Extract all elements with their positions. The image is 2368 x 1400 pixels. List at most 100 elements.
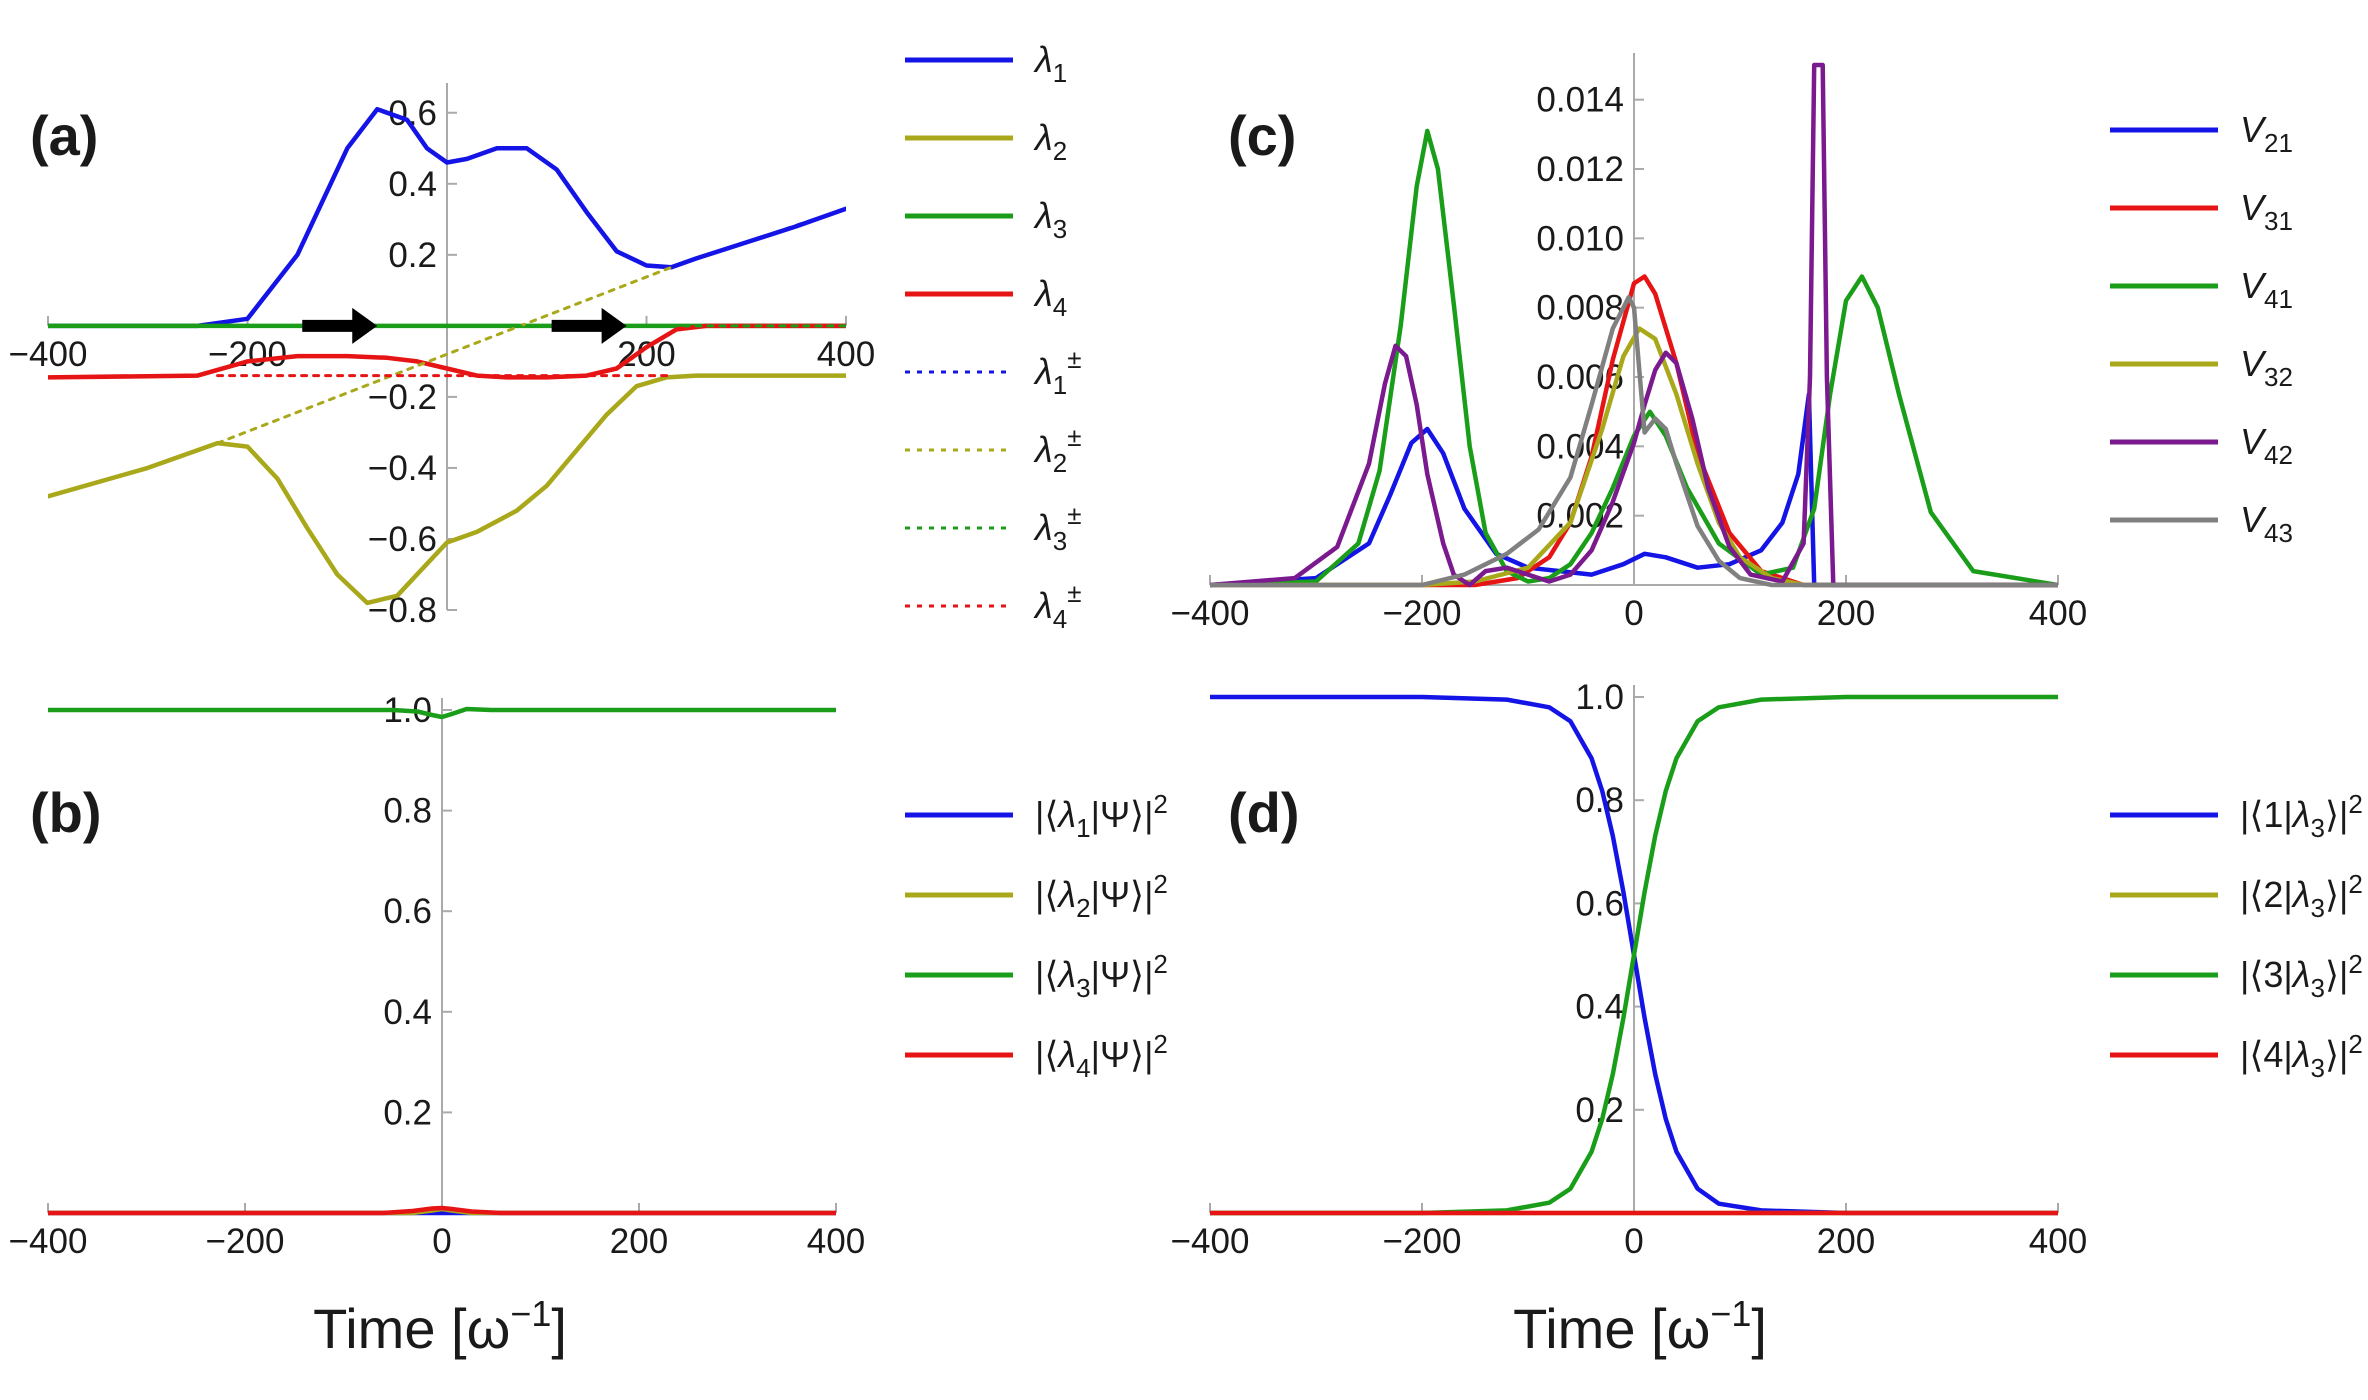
legend-label: V31 — [2240, 187, 2293, 236]
legend-label-base: λ — [1033, 195, 1053, 236]
legend-label-pre: |⟨ — [1035, 874, 1058, 915]
series-line-|⟨λ4|Ψ⟩|² — [48, 1205, 836, 1216]
panel-label: (a) — [30, 104, 98, 167]
legend-label: |⟨2|λ3⟩|2 — [2240, 869, 2363, 923]
legend-label-sub: 21 — [2264, 128, 2293, 158]
y-tick-label: 0.014 — [1536, 81, 1624, 120]
panel-label: (d) — [1228, 781, 1300, 844]
legend-label: λ4± — [1033, 578, 1081, 634]
y-tick-label: 0.4 — [388, 165, 437, 204]
series-line-V42 — [1210, 62, 2058, 588]
y-tick-label: 0.010 — [1536, 219, 1624, 258]
legend-label: V42 — [2240, 421, 2293, 470]
x-tick-label: 200 — [617, 335, 675, 374]
legend-label-sub: 32 — [2264, 362, 2293, 392]
y-tick-label: 0.2 — [383, 1093, 432, 1132]
legend-label-sub: 3 — [2311, 893, 2325, 923]
legend-label: λ3± — [1033, 500, 1081, 556]
legend-label-sub: 1 — [1053, 370, 1067, 400]
legend-label-pre: |⟨2| — [2240, 874, 2293, 915]
y-tick-label: 0.012 — [1536, 150, 1624, 189]
legend-label-base: λ — [1056, 1034, 1076, 1075]
legend-label-base: V — [2240, 499, 2267, 540]
arrow-marker — [551, 307, 627, 344]
y-tick-label: −0.4 — [368, 449, 437, 488]
legend-label: |⟨λ4|Ψ⟩|2 — [1035, 1029, 1168, 1083]
legend-label-pre: |⟨ — [1035, 954, 1058, 995]
x-tick-label: 200 — [1817, 594, 1875, 633]
series-line-V21 — [1210, 392, 2058, 588]
legend-label-base: V — [2240, 187, 2267, 228]
legend-label: λ3 — [1033, 195, 1067, 244]
legend-label-base: V — [2240, 265, 2267, 306]
legend-label-sub: 1 — [1076, 813, 1090, 843]
series-line-V31 — [1210, 274, 2058, 588]
legend-label-base: λ — [2291, 794, 2311, 835]
panel-c: −400 −200 0 200 4000.0020.0040.0060.0080.010… — [1171, 53, 2293, 633]
legend-label-sup: 2 — [1153, 869, 1167, 899]
legend-label-sub: 2 — [1053, 136, 1067, 166]
legend-label: V32 — [2240, 343, 2293, 392]
legend-label-sup: 2 — [2348, 869, 2362, 899]
legend-label-base: λ — [1033, 117, 1053, 158]
legend-label-base: λ — [1033, 273, 1053, 314]
x-tick-label: −400 — [1171, 594, 1250, 633]
legend-label-base: λ — [1033, 429, 1053, 470]
panel-label: (b) — [30, 781, 102, 844]
x-tick-label: 200 — [1817, 1222, 1875, 1261]
plot-area — [48, 706, 836, 1216]
series-line-λ2 — [48, 373, 846, 606]
legend-label-post: |Ψ⟩| — [1091, 874, 1154, 915]
arrow-marker — [302, 307, 378, 344]
legend-label-sub: 3 — [2311, 1053, 2325, 1083]
legend-label-sub: 4 — [1053, 292, 1067, 322]
legend-label-sub: 4 — [1053, 604, 1067, 634]
series-line-V32 — [1210, 326, 2058, 588]
legend-label: |⟨λ1|Ψ⟩|2 — [1035, 789, 1168, 843]
legend-label-post: |Ψ⟩| — [1091, 954, 1154, 995]
x-axis-label-left: Time [ω−1] — [313, 1293, 567, 1360]
legend-label-pre: |⟨3| — [2240, 954, 2293, 995]
legend-label-post: ⟩| — [2325, 1034, 2348, 1075]
y-tick-label: 0.2 — [388, 236, 437, 275]
legend-label-post: ⟩| — [2325, 794, 2348, 835]
series-line-|⟨3|λ3⟩|² — [1210, 694, 2058, 1216]
legend-label-sub: 2 — [1053, 448, 1067, 478]
legend-label-post: |Ψ⟩| — [1091, 1034, 1154, 1075]
legend-label-sub: 4 — [1076, 1053, 1090, 1083]
y-tick-label: 0.4 — [1575, 988, 1624, 1027]
legend-label-base: λ — [2291, 874, 2311, 915]
plot-area — [1210, 694, 2058, 1216]
legend-label-base: V — [2240, 421, 2267, 462]
x-tick-label: −200 — [206, 1222, 285, 1261]
legend-label: |⟨λ3|Ψ⟩|2 — [1035, 949, 1168, 1003]
legend-label-base: λ — [1056, 794, 1076, 835]
legend-label-sup: 2 — [2348, 789, 2362, 819]
legend-label-sub: 43 — [2264, 518, 2293, 548]
x-tick-label: 0 — [1624, 594, 1643, 633]
legend-label-sup: 2 — [1153, 789, 1167, 819]
legend-label: λ4 — [1033, 273, 1067, 322]
legend-label-sup: 2 — [2348, 949, 2362, 979]
legend-label-pre: |⟨4| — [2240, 1034, 2293, 1075]
x-tick-label: 400 — [817, 335, 875, 374]
legend-label-pre: |⟨1| — [2240, 794, 2293, 835]
x-tick-label: −400 — [9, 335, 88, 374]
x-tick-label: 200 — [610, 1222, 668, 1261]
y-tick-label: 1.0 — [1575, 678, 1624, 717]
legend-label: |⟨3|λ3⟩|2 — [2240, 949, 2363, 1003]
legend-label-pre: |⟨ — [1035, 794, 1058, 835]
legend-label-post: ⟩| — [2325, 954, 2348, 995]
x-tick-label: −400 — [9, 1222, 88, 1261]
legend-label: V21 — [2240, 109, 2293, 158]
legend-label: λ2± — [1033, 422, 1081, 478]
legend-label-base: λ — [1033, 585, 1053, 626]
x-tick-label: 0 — [1624, 1222, 1643, 1261]
legend-label-sup: 2 — [2348, 1029, 2362, 1059]
legend-label-base: V — [2240, 343, 2267, 384]
legend-label-sub: 3 — [1053, 214, 1067, 244]
x-tick-label: 400 — [807, 1222, 865, 1261]
legend-label-post: ⟩| — [2325, 874, 2348, 915]
